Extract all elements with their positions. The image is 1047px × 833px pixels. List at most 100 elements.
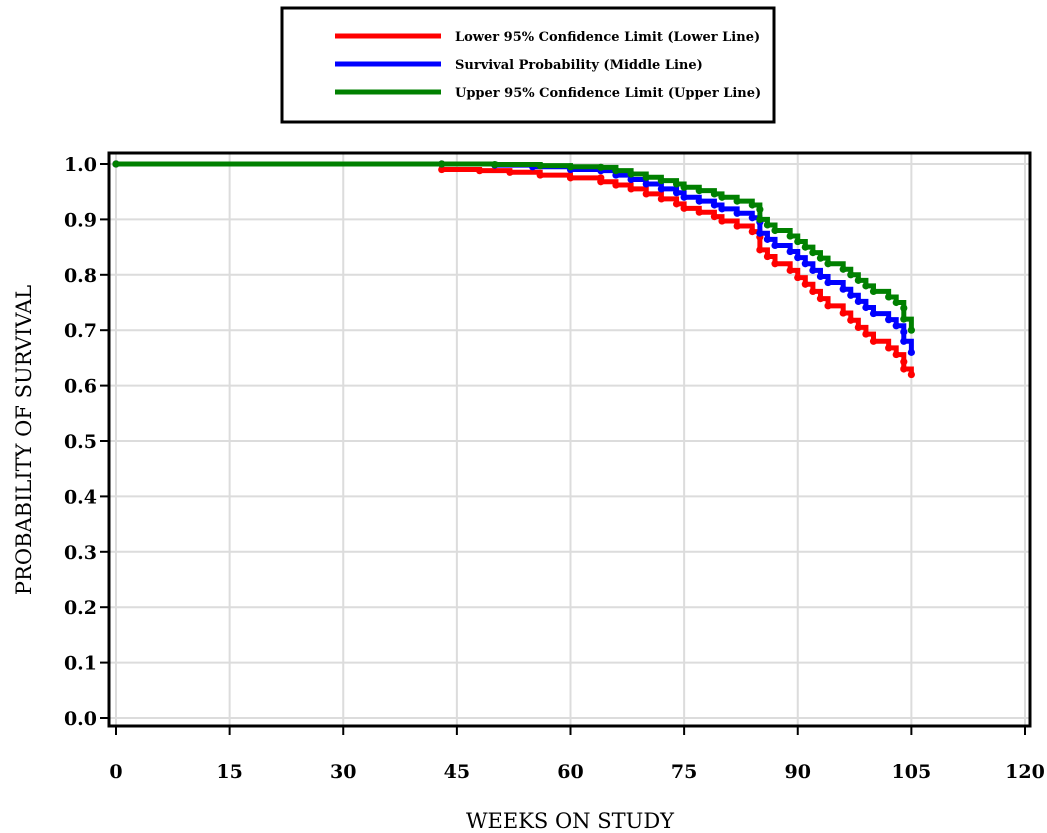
series-point-0 xyxy=(680,204,688,212)
series-point-0 xyxy=(627,185,635,193)
legend-label-2: Upper 95% Confidence Limit (Upper Line) xyxy=(455,86,761,101)
series-point-2 xyxy=(839,265,847,273)
series-point-2 xyxy=(892,298,900,307)
series-point-0 xyxy=(733,222,741,230)
series-point-2 xyxy=(900,304,908,312)
legend: Lower 95% Confidence Limit (Lower Line) S… xyxy=(280,6,776,124)
series-point-0 xyxy=(756,246,764,254)
series-point-0 xyxy=(695,208,703,216)
x-tick-label: 60 xyxy=(557,761,583,783)
y-tick-label: 0.4 xyxy=(64,486,97,508)
series-point-1 xyxy=(892,322,900,330)
series-point-2 xyxy=(695,186,703,195)
y-tick-label: 0.5 xyxy=(64,431,97,453)
series-point-0 xyxy=(536,171,544,179)
y-tick-label: 0.9 xyxy=(64,209,97,231)
series-point-0 xyxy=(771,260,779,268)
series-point-0 xyxy=(816,295,825,303)
series-point-2 xyxy=(801,243,809,251)
series-point-1 xyxy=(900,328,908,336)
x-tick-label: 120 xyxy=(1005,761,1045,783)
series-group xyxy=(112,160,915,379)
series-point-1 xyxy=(847,291,855,299)
series-point-1 xyxy=(695,197,703,205)
series-point-2 xyxy=(597,163,605,171)
series-point-1 xyxy=(801,260,809,268)
series-point-1 xyxy=(839,285,847,293)
series-point-1 xyxy=(862,303,870,312)
series-point-0 xyxy=(885,344,893,352)
series-point-1 xyxy=(657,185,666,193)
series-point-0 xyxy=(824,302,832,310)
series-point-2 xyxy=(824,260,832,268)
series-point-1 xyxy=(907,348,915,356)
series-point-0 xyxy=(763,252,772,261)
y-tick-label: 0.6 xyxy=(64,376,97,398)
legend-label-1: Survival Probability (Middle Line) xyxy=(455,58,703,73)
series-point-2 xyxy=(756,215,764,223)
x-tick-label: 45 xyxy=(444,761,470,783)
x-axis-title: WEEKS ON STUDY xyxy=(466,809,675,833)
series-point-1 xyxy=(756,229,764,237)
series-point-2 xyxy=(771,226,779,235)
series-point-2 xyxy=(900,315,908,323)
series-point-2 xyxy=(786,232,794,240)
series-point-0 xyxy=(900,358,908,366)
series-point-0 xyxy=(657,195,666,203)
series-line-1 xyxy=(116,161,914,353)
series-point-0 xyxy=(612,181,620,189)
series-point-2 xyxy=(816,254,825,262)
x-tick-label: 105 xyxy=(892,761,932,783)
series-point-1 xyxy=(627,175,635,184)
gridlines xyxy=(109,153,1030,726)
series-point-2 xyxy=(885,293,893,301)
series-point-1 xyxy=(680,193,688,201)
series-point-1 xyxy=(710,201,719,209)
series-point-0 xyxy=(506,168,514,176)
y-tick-labels: 0.0 0.1 0.2 0.3 0.4 0.5 0.6 0.7 0.8 0.9 1.0 xyxy=(64,154,97,730)
series-point-1 xyxy=(672,189,681,197)
series-point-1 xyxy=(718,205,726,213)
series-point-0 xyxy=(900,365,908,373)
series-point-0 xyxy=(566,174,575,182)
axis-ticks xyxy=(100,163,1026,735)
legend-label-0: Lower 95% Confidence Limit (Lower Line) xyxy=(455,30,760,45)
series-point-2 xyxy=(733,197,741,205)
y-tick-label: 0.1 xyxy=(64,653,97,675)
series-point-2 xyxy=(869,287,878,296)
series-point-1 xyxy=(824,278,832,287)
series-point-2 xyxy=(756,205,764,214)
series-point-2 xyxy=(907,326,915,334)
y-tick-label: 0.3 xyxy=(64,542,97,564)
x-tick-label: 75 xyxy=(671,761,697,783)
series-point-2 xyxy=(642,173,650,181)
series-point-0 xyxy=(748,227,756,236)
series-point-1 xyxy=(869,309,878,318)
series-point-2 xyxy=(680,183,688,191)
y-tick-label: 0.8 xyxy=(64,265,97,287)
y-axis-title: PROBABILITY OF SURVIVAL xyxy=(12,285,36,595)
series-point-2 xyxy=(112,160,120,168)
series-point-0 xyxy=(847,316,855,324)
x-tick-label: 15 xyxy=(216,761,242,783)
series-point-0 xyxy=(907,370,915,379)
series-point-0 xyxy=(809,287,817,296)
series-point-0 xyxy=(854,323,862,332)
series-point-2 xyxy=(627,170,635,178)
series-point-2 xyxy=(710,190,719,198)
series-point-1 xyxy=(809,266,817,274)
series-point-0 xyxy=(642,190,650,198)
series-point-0 xyxy=(862,330,870,338)
series-point-0 xyxy=(869,337,878,345)
series-point-2 xyxy=(566,163,575,171)
series-point-1 xyxy=(642,180,650,188)
x-tick-label: 0 xyxy=(109,761,122,783)
series-point-2 xyxy=(847,271,855,279)
series-point-2 xyxy=(862,282,870,290)
y-tick-label: 1.0 xyxy=(64,154,97,176)
series-point-2 xyxy=(657,177,666,185)
series-point-1 xyxy=(748,214,756,222)
series-point-2 xyxy=(491,160,499,169)
series-point-2 xyxy=(438,160,446,168)
